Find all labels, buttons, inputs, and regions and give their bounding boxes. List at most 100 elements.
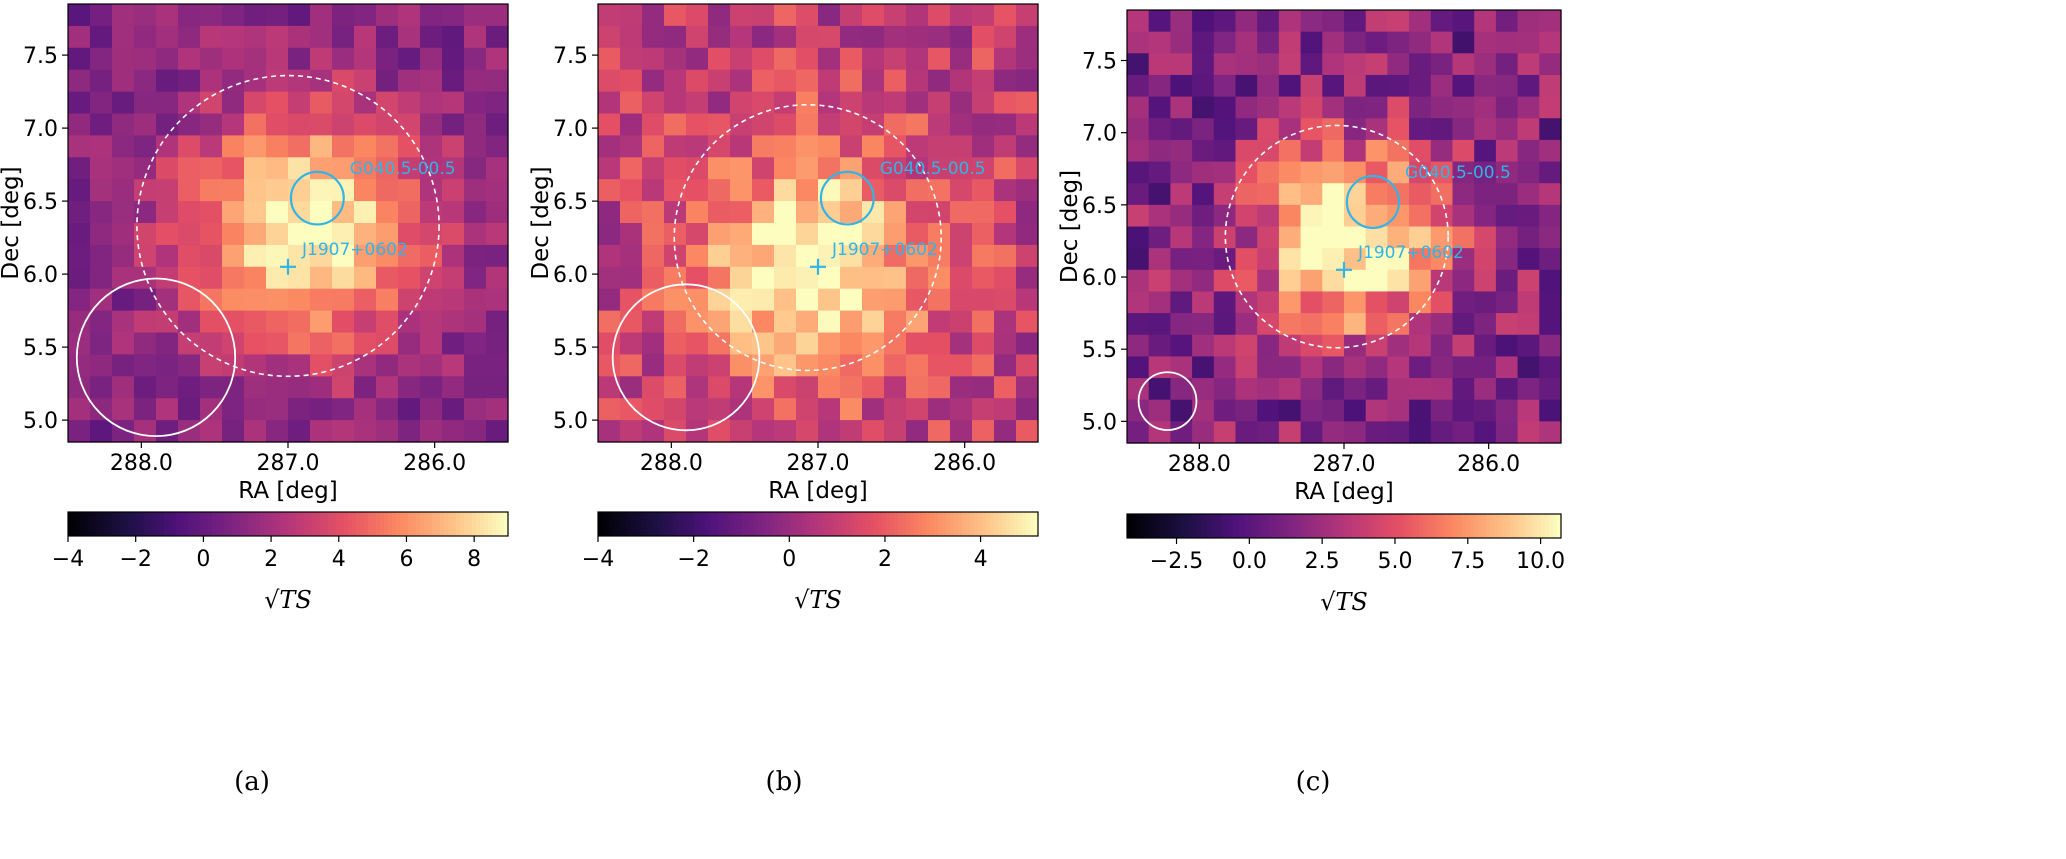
source-label-g040: G040.5-00.5 [350,159,456,179]
source-label-g040: G040.5-00.5 [880,159,986,179]
heatmap-cell [664,25,687,49]
heatmap-cell [620,25,643,49]
heatmap-cell [884,420,907,443]
heatmap-cell [1495,291,1519,314]
heatmap-cell [818,310,841,334]
heatmap-cell [464,310,487,334]
colorbar-segment [918,512,923,536]
heatmap-cell [708,135,731,158]
heatmap-cell [1278,356,1302,379]
colorbar-segment [1308,514,1314,538]
heatmap-cell [266,244,289,268]
heatmap-cell [818,91,841,115]
colorbar-segment [316,512,321,536]
heatmap-cell [752,47,775,71]
heatmap-cell [442,332,465,355]
heatmap-cell [354,135,377,158]
heatmap-cell [68,398,91,421]
heatmap-cell [840,244,863,268]
heatmap-cell [200,91,223,115]
heatmap-cell [1539,313,1562,336]
heatmap-cell [178,376,201,399]
heatmap-cell [332,376,355,399]
heatmap-cell [442,223,465,246]
heatmap-cell [178,244,201,268]
heatmap-cell [972,113,995,136]
heatmap-cell [1365,291,1388,314]
colorbar-segment [1474,514,1479,538]
colorbar-segment [834,512,839,536]
heatmap-cell [310,4,333,27]
heatmap-cell [906,398,929,421]
heatmap-cell [1127,161,1150,184]
heatmap-cell [620,354,643,377]
heatmap-cell [1344,291,1367,314]
colorbar-segment [1245,514,1250,538]
heatmap-cell [1517,183,1540,206]
heatmap-cell [994,266,1017,290]
heatmap-cell [442,244,465,268]
colorbar-segment [990,512,995,536]
heatmap-cell [708,179,731,202]
y-axis-label: Dec [deg] [1057,170,1083,283]
heatmap-cell [752,420,775,443]
heatmap-cell [642,223,665,246]
heatmap-cell [486,135,509,158]
heatmap-cell [420,354,443,377]
heatmap-cell [928,310,951,334]
heatmap-cell [464,91,487,115]
heatmap-cell [90,354,113,377]
colorbar-segment [1391,514,1396,538]
heatmap-cell [1257,399,1280,422]
heatmap-cell [266,398,289,421]
colorbar-segment [488,512,493,536]
heatmap-cell [90,266,113,290]
heatmap-cell [1322,139,1345,163]
heatmap-cell [1474,118,1497,141]
heatmap-cell [266,266,289,290]
heatmap-cell [1365,313,1388,336]
colorbar-segment [750,512,755,536]
heatmap-cell [376,398,399,421]
heatmap-cell [1430,291,1454,314]
heatmap-cell [906,420,929,443]
colorbar-segment [1010,512,1015,536]
heatmap-cell [1257,139,1280,163]
heatmap-cell [818,135,841,158]
heatmap-cell [464,223,487,246]
heatmap-cell [442,135,465,158]
heatmap-cell [266,420,289,443]
heatmap-cell [950,4,973,27]
heatmap-cell [156,4,179,27]
heatmap-cell [112,47,135,71]
heatmap-cell [442,354,465,377]
colorbar-tick-label: −2 [119,547,151,572]
heatmap-cell [90,244,113,268]
y-tick-label: 7.0 [553,117,588,142]
heatmap-cell [950,288,973,312]
heatmap-cell [686,223,709,246]
colorbar-segment [480,512,485,536]
heatmap-cell [200,223,223,246]
heatmap-cell [1300,10,1323,33]
colorbar: −4 −2 0 2 4√TS [582,511,1039,614]
heatmap-cell [1278,31,1302,54]
heatmap-cell [796,354,819,377]
heatmap-cell [774,179,797,202]
y-tick-label: 7.5 [1082,50,1117,75]
heatmap-cell [200,310,223,334]
colorbar-segment [112,512,117,536]
heatmap-cell [1257,421,1280,444]
x-tick-label: 288.0 [110,451,173,476]
colorbar-frame [1126,513,1562,539]
colorbar-segment [806,512,811,536]
colorbar-segment [798,512,803,536]
heatmap-cell [1517,269,1540,293]
heatmap-cell [1344,226,1367,249]
heatmap-cell [1257,53,1280,76]
heatmap-cell [1192,399,1215,422]
heatmap-cell [950,47,973,71]
heatmap-cell [310,332,333,355]
heatmap-cell [598,47,621,71]
